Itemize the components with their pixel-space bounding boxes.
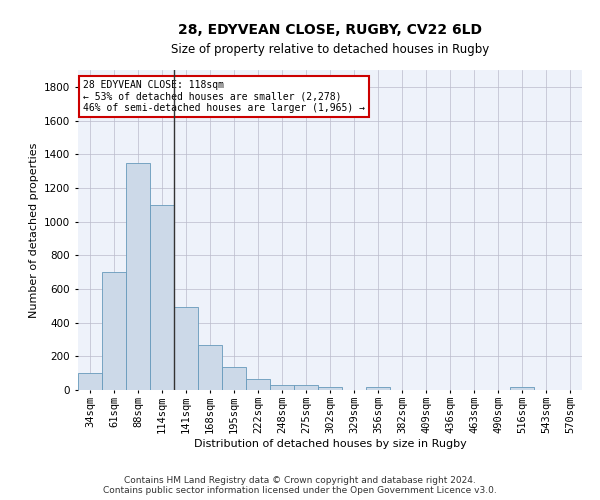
Bar	[78, 373, 102, 390]
Bar	[198, 344, 222, 390]
Bar	[102, 272, 126, 390]
Bar	[246, 379, 270, 390]
Text: 28, EDYVEAN CLOSE, RUGBY, CV22 6LD: 28, EDYVEAN CLOSE, RUGBY, CV22 6LD	[178, 22, 482, 36]
X-axis label: Distribution of detached houses by size in Rugby: Distribution of detached houses by size …	[194, 438, 466, 448]
Text: Contains HM Land Registry data © Crown copyright and database right 2024.
Contai: Contains HM Land Registry data © Crown c…	[103, 476, 497, 495]
Bar	[510, 386, 534, 390]
Bar	[318, 388, 342, 390]
Bar	[294, 385, 318, 390]
Bar	[126, 162, 150, 390]
Bar	[174, 308, 198, 390]
Text: Size of property relative to detached houses in Rugby: Size of property relative to detached ho…	[171, 42, 489, 56]
Bar	[270, 385, 294, 390]
Bar	[150, 204, 174, 390]
Text: 28 EDYVEAN CLOSE: 118sqm
← 53% of detached houses are smaller (2,278)
46% of sem: 28 EDYVEAN CLOSE: 118sqm ← 53% of detach…	[83, 80, 365, 113]
Bar	[222, 368, 246, 390]
Bar	[366, 386, 390, 390]
Y-axis label: Number of detached properties: Number of detached properties	[29, 142, 38, 318]
